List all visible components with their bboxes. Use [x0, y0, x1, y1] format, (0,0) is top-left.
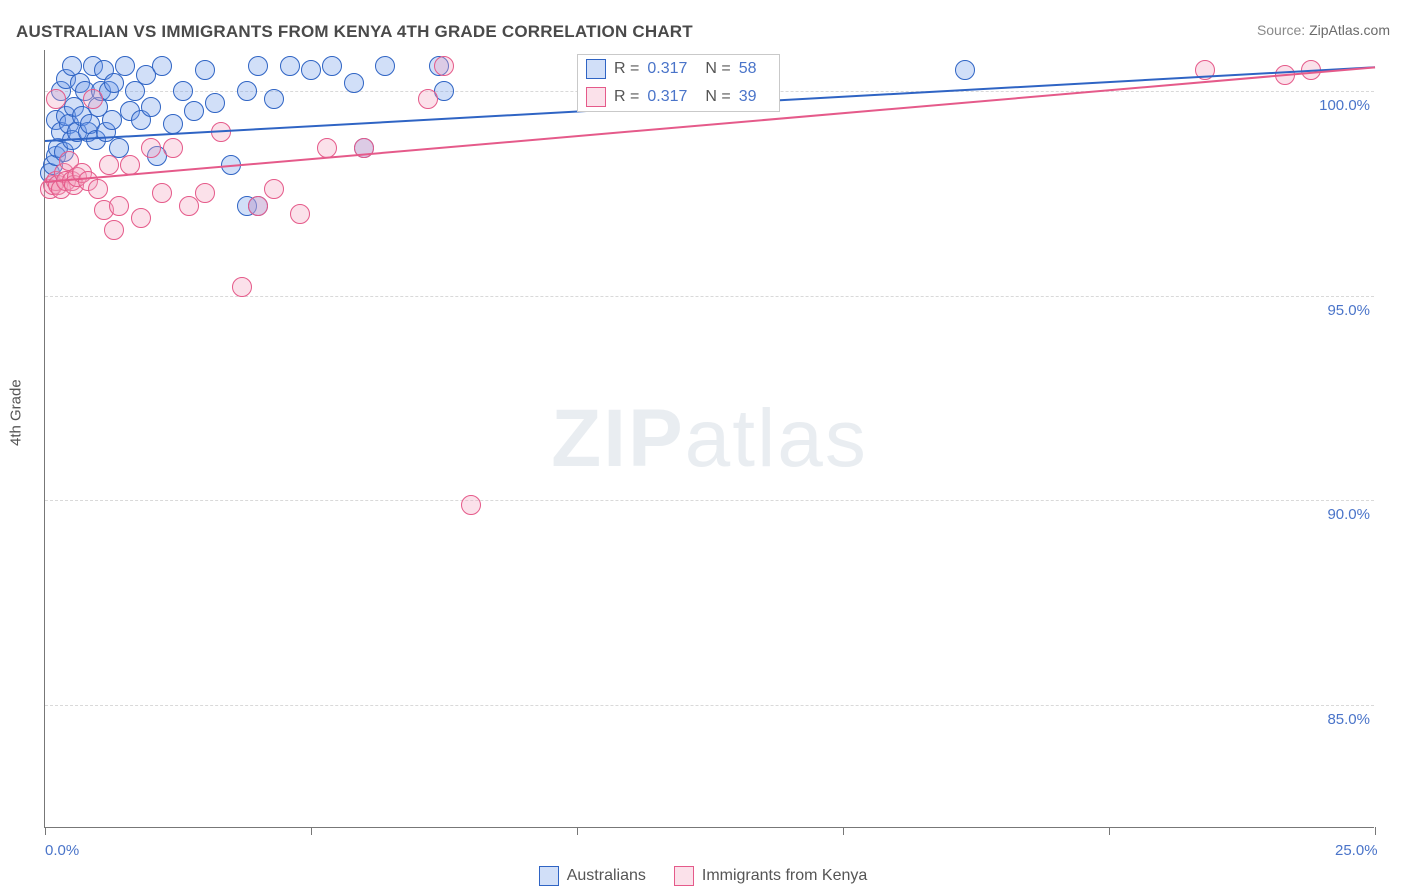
- scatter-point: [152, 56, 172, 76]
- gridline: [45, 500, 1374, 501]
- x-tick: [1109, 827, 1110, 835]
- scatter-point: [418, 89, 438, 109]
- scatter-point: [375, 56, 395, 76]
- scatter-plot: ZIPatlas 85.0%90.0%95.0%100.0%0.0%25.0%R…: [44, 50, 1374, 828]
- stat-n-label: N =: [705, 60, 730, 78]
- scatter-point: [248, 56, 268, 76]
- scatter-point: [141, 138, 161, 158]
- scatter-point: [232, 277, 252, 297]
- scatter-point: [184, 101, 204, 121]
- legend-label: Australians: [567, 867, 646, 885]
- scatter-point: [102, 110, 122, 130]
- stats-row: R = 0.317 N = 58: [578, 55, 779, 83]
- stats-row: R = 0.317 N = 39: [578, 83, 779, 111]
- legend-label: Immigrants from Kenya: [702, 867, 867, 885]
- legend-swatch-icon: [674, 866, 694, 886]
- y-axis-label: 4th Grade: [8, 379, 25, 446]
- y-tick-label: 85.0%: [1327, 711, 1370, 728]
- scatter-point: [434, 56, 454, 76]
- scatter-point: [955, 60, 975, 80]
- source-attribution: Source: ZipAtlas.com: [1257, 22, 1390, 38]
- bottom-legend: Australians Immigrants from Kenya: [0, 866, 1406, 886]
- x-tick: [1375, 827, 1376, 835]
- scatter-point: [131, 208, 151, 228]
- source-link[interactable]: ZipAtlas.com: [1309, 22, 1390, 38]
- scatter-point: [46, 89, 66, 109]
- gridline: [45, 705, 1374, 706]
- stats-box: R = 0.317 N = 58 R = 0.317 N = 39: [577, 54, 780, 112]
- stat-r-value: 0.317: [647, 88, 687, 106]
- scatter-point: [280, 56, 300, 76]
- stat-n-value: 39: [739, 88, 757, 106]
- watermark: ZIPatlas: [551, 392, 868, 486]
- scatter-point: [109, 196, 129, 216]
- stat-n-label: N =: [705, 88, 730, 106]
- scatter-point: [152, 183, 172, 203]
- stats-swatch-icon: [586, 87, 606, 107]
- stat-r-value: 0.317: [647, 60, 687, 78]
- stat-r-label: R =: [614, 88, 639, 106]
- scatter-point: [264, 89, 284, 109]
- scatter-point: [344, 73, 364, 93]
- stat-n-value: 58: [739, 60, 757, 78]
- watermark-rest: atlas: [685, 393, 868, 484]
- scatter-point: [195, 60, 215, 80]
- x-tick: [577, 827, 578, 835]
- scatter-point: [264, 179, 284, 199]
- x-tick-label: 0.0%: [45, 842, 79, 859]
- source-label: Source:: [1257, 22, 1305, 38]
- scatter-point: [205, 93, 225, 113]
- scatter-point: [115, 56, 135, 76]
- legend-item-kenya: Immigrants from Kenya: [674, 866, 867, 886]
- x-tick: [311, 827, 312, 835]
- stat-r-label: R =: [614, 60, 639, 78]
- legend-swatch-icon: [539, 866, 559, 886]
- page-title: AUSTRALIAN VS IMMIGRANTS FROM KENYA 4TH …: [16, 22, 693, 42]
- scatter-point: [173, 81, 193, 101]
- stats-swatch-icon: [586, 59, 606, 79]
- scatter-point: [163, 138, 183, 158]
- scatter-point: [195, 183, 215, 203]
- scatter-point: [99, 155, 119, 175]
- scatter-point: [141, 97, 161, 117]
- watermark-bold: ZIP: [551, 393, 685, 484]
- y-tick-label: 90.0%: [1327, 506, 1370, 523]
- scatter-point: [104, 220, 124, 240]
- scatter-point: [83, 89, 103, 109]
- scatter-point: [290, 204, 310, 224]
- scatter-point: [163, 114, 183, 134]
- scatter-point: [248, 196, 268, 216]
- x-tick: [843, 827, 844, 835]
- scatter-point: [461, 495, 481, 515]
- y-tick-label: 100.0%: [1319, 97, 1370, 114]
- legend-item-australians: Australians: [539, 866, 646, 886]
- x-tick: [45, 827, 46, 835]
- scatter-point: [301, 60, 321, 80]
- scatter-point: [120, 155, 140, 175]
- scatter-point: [88, 179, 108, 199]
- x-tick-label: 25.0%: [1335, 842, 1378, 859]
- y-tick-label: 95.0%: [1327, 302, 1370, 319]
- scatter-point: [237, 81, 257, 101]
- scatter-point: [322, 56, 342, 76]
